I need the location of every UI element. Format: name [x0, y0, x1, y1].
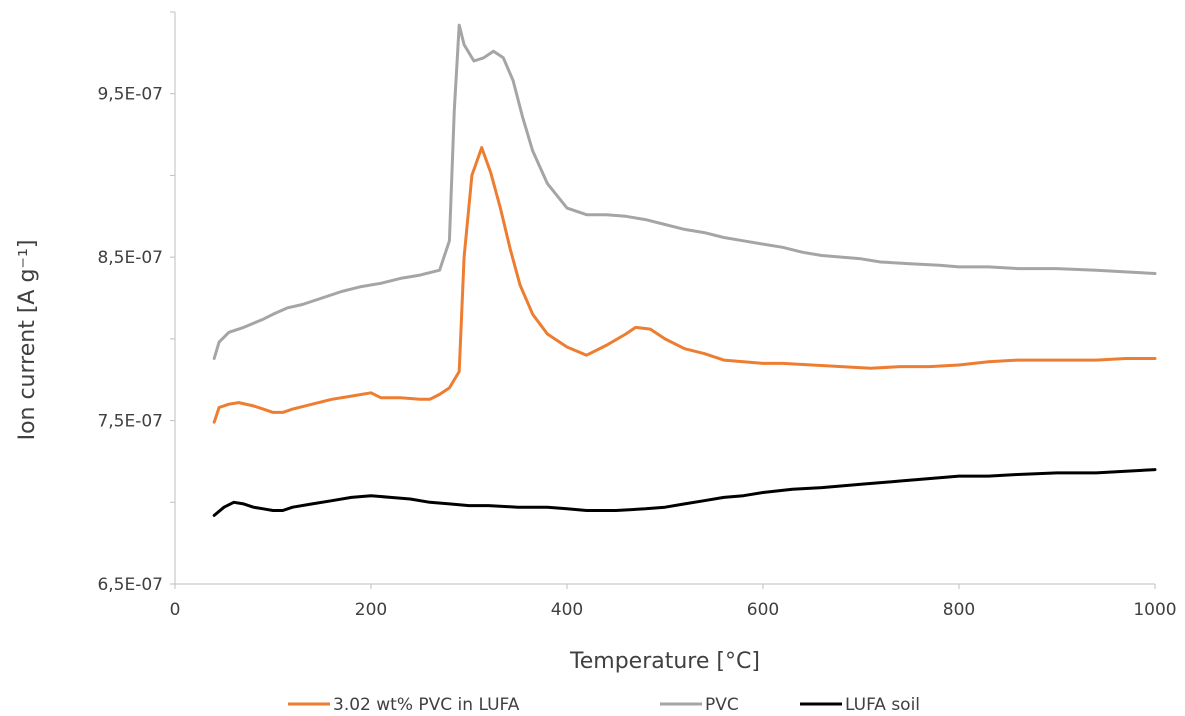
- y-tick-label: 7,5E-07: [97, 412, 163, 432]
- plot-lines: [212, 23, 1157, 517]
- x-axis-title: Temperature [°C]: [569, 649, 760, 674]
- legend-label: LUFA soil: [845, 695, 920, 715]
- y-tick-label: 6,5E-07: [97, 575, 163, 595]
- x-axis: 0 200 400 600 800 1000: [170, 583, 1177, 620]
- y-axis-title: Ion current [A g⁻¹]: [15, 240, 40, 441]
- x-tick-label: 1000: [1133, 600, 1176, 620]
- x-tick-label: 600: [747, 600, 779, 620]
- x-tick-label: 800: [943, 600, 975, 620]
- y-axis: 6,5E-07 7,5E-07 8,5E-07 9,5E-07: [97, 11, 176, 595]
- legend-label: 3.02 wt% PVC in LUFA: [333, 695, 520, 715]
- x-tick-label: 200: [355, 600, 387, 620]
- series-line: [212, 468, 1157, 517]
- x-tick-label: 400: [551, 600, 583, 620]
- x-tick-label: 0: [170, 600, 181, 620]
- series-line: [212, 23, 1157, 360]
- legend-label: PVC: [705, 695, 739, 715]
- y-tick-label: 9,5E-07: [97, 85, 163, 105]
- y-tick-label: 8,5E-07: [97, 248, 163, 268]
- legend: 3.02 wt% PVC in LUFA PVC LUFA soil: [288, 695, 920, 715]
- series-line: [212, 146, 1157, 424]
